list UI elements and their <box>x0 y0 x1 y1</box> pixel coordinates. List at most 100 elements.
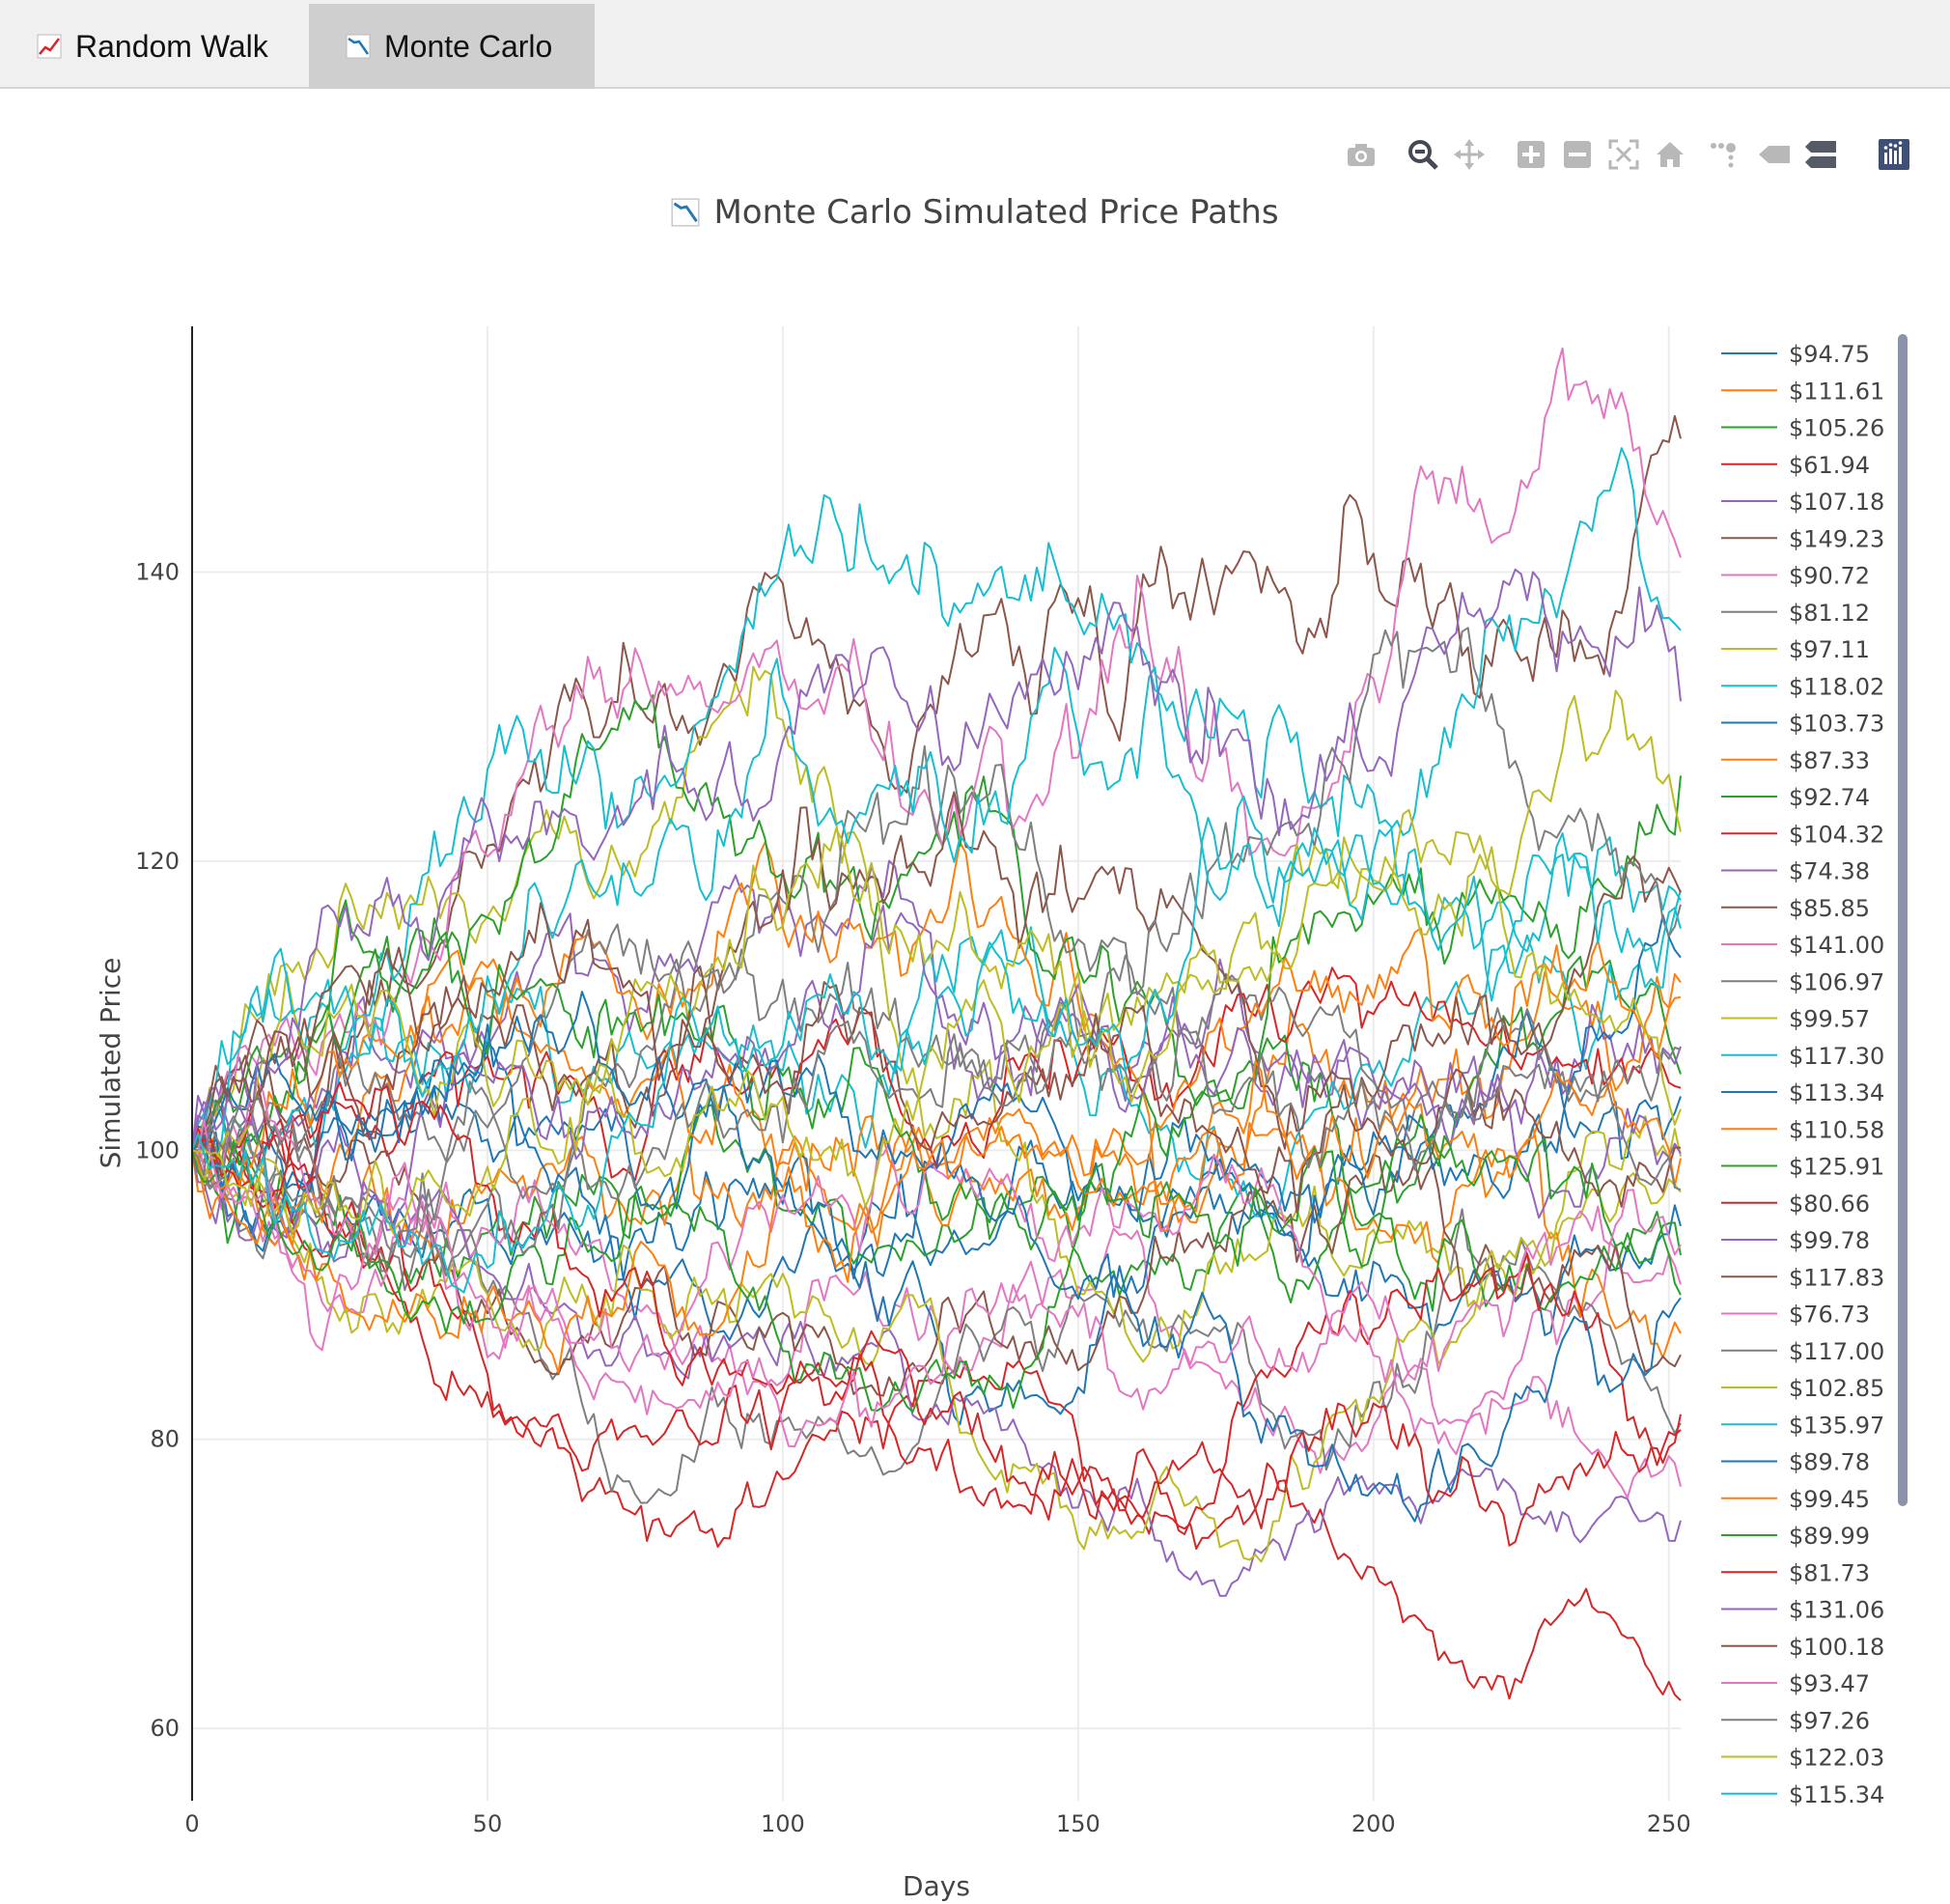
legend-scrollbar[interactable] <box>1898 334 1908 1506</box>
legend-item[interactable]: $100.18 <box>1721 1634 1884 1661</box>
zoom-icon[interactable] <box>1404 135 1442 174</box>
legend-item[interactable]: $97.26 <box>1721 1707 1870 1734</box>
legend-label: $117.30 <box>1789 1043 1884 1070</box>
legend-item[interactable]: $103.73 <box>1721 711 1884 738</box>
x-axis-title: Days <box>903 1870 970 1902</box>
legend-item[interactable]: $135.97 <box>1721 1412 1884 1439</box>
series-line[interactable] <box>191 568 1682 1151</box>
legend-label: $89.78 <box>1789 1449 1870 1476</box>
legend-item[interactable]: $81.73 <box>1721 1559 1870 1586</box>
legend-label: $111.61 <box>1789 378 1884 405</box>
series-line[interactable] <box>191 744 1682 1200</box>
legend-item[interactable]: $131.06 <box>1721 1597 1884 1624</box>
tab-random-walk[interactable]: Random Walk <box>0 4 309 89</box>
series-line[interactable] <box>191 913 1682 1277</box>
legend-item[interactable]: $122.03 <box>1721 1745 1884 1772</box>
series-line[interactable] <box>191 991 1682 1523</box>
legend-item[interactable]: $89.78 <box>1721 1449 1870 1476</box>
legend-item[interactable]: $141.00 <box>1721 932 1884 959</box>
legend-item[interactable]: $93.47 <box>1721 1670 1870 1697</box>
autoscale-icon[interactable] <box>1604 135 1643 174</box>
legend-label: $99.78 <box>1789 1227 1870 1254</box>
gridlines <box>192 326 1681 1801</box>
x-tick-label: 200 <box>1351 1810 1396 1837</box>
plotly-logo-icon[interactable] <box>1875 135 1913 174</box>
series-line[interactable] <box>191 905 1682 1263</box>
legend-item[interactable]: $74.38 <box>1721 858 1870 885</box>
legend-item[interactable]: $89.99 <box>1721 1523 1870 1550</box>
y-axis-title: Simulated Price <box>95 958 126 1169</box>
legend-item[interactable]: $117.30 <box>1721 1043 1884 1070</box>
legend-label: $92.74 <box>1789 784 1870 811</box>
spike-lines-icon[interactable] <box>1705 135 1743 174</box>
legend-item[interactable]: $99.45 <box>1721 1486 1870 1513</box>
legend-item[interactable]: $149.23 <box>1721 525 1884 552</box>
legend-item[interactable]: $85.85 <box>1721 895 1870 922</box>
legend-item[interactable]: $125.91 <box>1721 1154 1884 1181</box>
series-line[interactable] <box>191 689 1682 1234</box>
reset-axes-icon[interactable] <box>1651 135 1689 174</box>
legend-label: $81.12 <box>1789 600 1870 627</box>
legend-item[interactable]: $104.32 <box>1721 821 1884 848</box>
series-line[interactable] <box>191 347 1682 1151</box>
legend[interactable]: $94.75 $111.61 $105.26 $61.94 $107.18 $149.23… <box>1721 341 1884 1808</box>
legend-item[interactable]: $113.34 <box>1721 1079 1884 1106</box>
series-line[interactable] <box>191 447 1682 1154</box>
legend-item[interactable]: $118.02 <box>1721 673 1884 700</box>
tab-bar: Random Walk Monte Carlo <box>0 0 1950 89</box>
legend-label: $89.99 <box>1789 1523 1870 1550</box>
tab-monte-carlo[interactable]: Monte Carlo <box>309 4 595 89</box>
series-line[interactable] <box>191 902 1682 1214</box>
legend-item[interactable]: $87.33 <box>1721 747 1870 774</box>
legend-label: $122.03 <box>1789 1745 1884 1772</box>
series-line[interactable] <box>191 795 1682 1294</box>
legend-item[interactable]: $76.73 <box>1721 1302 1870 1329</box>
legend-item[interactable]: $94.75 <box>1721 341 1870 368</box>
series-line[interactable] <box>191 775 1682 1250</box>
series-line[interactable] <box>191 665 1682 1363</box>
series-line[interactable] <box>191 841 1682 1359</box>
series-line[interactable] <box>191 1020 1682 1277</box>
pan-icon[interactable] <box>1450 135 1489 174</box>
series-line[interactable] <box>191 414 1682 1154</box>
legend-item[interactable]: $105.26 <box>1721 415 1884 442</box>
legend-label: $100.18 <box>1789 1634 1884 1661</box>
legend-item[interactable]: $107.18 <box>1721 489 1884 516</box>
legend-item[interactable]: $99.78 <box>1721 1227 1870 1254</box>
hover-closest-icon[interactable] <box>1755 135 1794 174</box>
series-line[interactable] <box>191 1079 1682 1499</box>
legend-item[interactable]: $110.58 <box>1721 1116 1884 1143</box>
legend-label: $106.97 <box>1789 968 1884 995</box>
legend-item[interactable]: $106.97 <box>1721 968 1884 995</box>
tab-label: Random Walk <box>75 28 268 64</box>
zoom-in-icon[interactable] <box>1512 135 1550 174</box>
legend-item[interactable]: $92.74 <box>1721 784 1870 811</box>
series-line[interactable] <box>191 827 1682 1186</box>
legend-item[interactable]: $80.66 <box>1721 1190 1870 1218</box>
series-line[interactable] <box>191 1081 1682 1547</box>
zoom-out-icon[interactable] <box>1558 135 1597 174</box>
legend-item[interactable]: $102.85 <box>1721 1375 1884 1402</box>
legend-item[interactable]: $117.00 <box>1721 1338 1884 1365</box>
legend-item[interactable]: $111.61 <box>1721 378 1884 405</box>
legend-label: $107.18 <box>1789 489 1884 516</box>
camera-icon[interactable] <box>1342 135 1380 174</box>
series-line[interactable] <box>191 493 1682 1157</box>
series-line[interactable] <box>191 791 1682 1151</box>
hover-compare-icon[interactable] <box>1801 135 1840 174</box>
legend-item[interactable]: $97.11 <box>1721 636 1870 663</box>
series-line[interactable] <box>191 1115 1682 1563</box>
series-line[interactable] <box>191 927 1682 1231</box>
series-line[interactable] <box>191 889 1682 1220</box>
legend-label: $94.75 <box>1789 341 1870 368</box>
legend-item[interactable]: $81.12 <box>1721 600 1870 627</box>
legend-item[interactable]: $90.72 <box>1721 563 1870 590</box>
series-line[interactable] <box>191 627 1682 1269</box>
series-line[interactable] <box>191 1093 1682 1536</box>
legend-item[interactable]: $61.94 <box>1721 452 1870 479</box>
legend-item[interactable]: $117.83 <box>1721 1264 1884 1291</box>
series-line[interactable] <box>191 1119 1682 1701</box>
legend-item[interactable]: $99.57 <box>1721 1006 1870 1033</box>
legend-item[interactable]: $115.34 <box>1721 1781 1884 1808</box>
